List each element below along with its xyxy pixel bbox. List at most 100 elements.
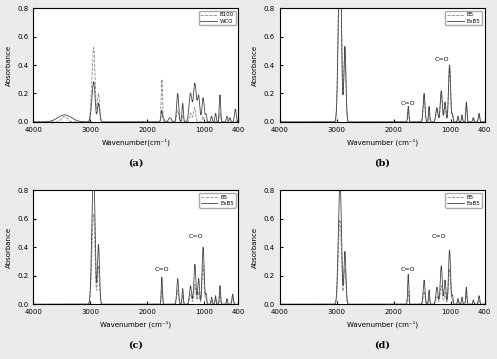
B5 — [43, 302, 49, 306]
WCO — [55, 116, 61, 120]
WCO — [189, 97, 195, 101]
B5 — [418, 302, 424, 306]
ExB5 — [340, 278, 346, 283]
B5 — [301, 120, 307, 124]
Y-axis label: Absorbance: Absorbance — [5, 227, 11, 268]
WCO — [55, 115, 61, 120]
X-axis label: Wavenumber (cm⁻¹): Wavenumber (cm⁻¹) — [346, 321, 418, 328]
Text: C=O: C=O — [401, 267, 415, 272]
Line: B5: B5 — [280, 0, 485, 122]
B5 — [277, 302, 283, 306]
ExB5 — [435, 293, 441, 298]
Text: (b): (b) — [374, 158, 390, 167]
B5 — [55, 302, 61, 306]
ExB5 — [340, 86, 346, 90]
B5 — [55, 302, 61, 306]
Y-axis label: Absorbance: Absorbance — [252, 45, 258, 85]
Text: C=O: C=O — [188, 234, 203, 239]
ExB5 — [301, 302, 307, 306]
WCO — [43, 120, 49, 124]
Y-axis label: Absorbance: Absorbance — [5, 45, 11, 85]
ExB5 — [94, 275, 100, 280]
B5 — [301, 302, 307, 306]
Legend: B5, ExB5: B5, ExB5 — [199, 193, 236, 208]
ExB5 — [435, 112, 441, 117]
B5 — [236, 302, 242, 306]
B5 — [435, 298, 441, 302]
Text: C=O: C=O — [155, 267, 169, 272]
WCO — [30, 120, 36, 124]
Text: C=O: C=O — [435, 57, 449, 62]
B5 — [340, 87, 346, 91]
ExB5 — [418, 302, 424, 306]
Legend: B5, ExB5: B5, ExB5 — [445, 11, 482, 25]
B5 — [337, 218, 343, 222]
ExB5 — [337, 179, 343, 183]
ExB5 — [290, 302, 296, 306]
B5 — [90, 212, 96, 216]
B5 — [290, 120, 296, 124]
ExB5 — [236, 302, 242, 306]
B100 — [94, 104, 100, 109]
X-axis label: Wavenumber(cm⁻¹): Wavenumber(cm⁻¹) — [101, 138, 170, 146]
B5 — [277, 120, 283, 124]
B5 — [482, 302, 488, 306]
Line: ExB5: ExB5 — [280, 181, 485, 304]
B100 — [55, 120, 61, 124]
Line: B5: B5 — [280, 220, 485, 304]
B5 — [290, 302, 296, 306]
ExB5 — [301, 120, 307, 124]
Text: (d): (d) — [374, 341, 390, 350]
B5 — [30, 302, 36, 306]
X-axis label: Wavenumber (cm⁻¹): Wavenumber (cm⁻¹) — [346, 138, 418, 146]
B100 — [172, 120, 178, 124]
ExB5 — [482, 302, 488, 306]
ExB5 — [277, 120, 283, 124]
B100 — [90, 45, 96, 50]
ExB5 — [172, 302, 178, 306]
WCO — [172, 119, 178, 123]
B5 — [435, 113, 441, 117]
ExB5 — [290, 120, 296, 124]
B5 — [172, 302, 178, 306]
ExB5 — [301, 302, 307, 306]
ExB5 — [189, 292, 195, 297]
ExB5 — [301, 120, 307, 124]
ExB5 — [277, 302, 283, 306]
B5 — [482, 120, 488, 124]
Line: ExB5: ExB5 — [33, 168, 239, 304]
ExB5 — [55, 302, 61, 306]
Line: B5: B5 — [33, 214, 239, 304]
B5 — [94, 285, 100, 289]
ExB5 — [43, 302, 49, 306]
WCO — [236, 120, 242, 124]
ExB5 — [55, 302, 61, 306]
Text: C=O: C=O — [401, 101, 415, 106]
Text: (c): (c) — [128, 341, 143, 350]
ExB5 — [30, 302, 36, 306]
ExB5 — [418, 120, 424, 124]
B5 — [189, 297, 195, 301]
B5 — [301, 302, 307, 306]
Legend: B5, ExB5: B5, ExB5 — [445, 193, 482, 208]
Line: ExB5: ExB5 — [280, 0, 485, 122]
B5 — [418, 120, 424, 124]
B100 — [189, 114, 195, 118]
Y-axis label: Absorbance: Absorbance — [252, 227, 258, 268]
B5 — [301, 120, 307, 124]
WCO — [149, 120, 155, 124]
Line: B100: B100 — [33, 47, 239, 122]
ExB5 — [90, 166, 96, 170]
B100 — [43, 120, 49, 124]
B5 — [340, 286, 346, 290]
Legend: B100, WCO: B100, WCO — [199, 11, 236, 25]
X-axis label: Wavenumber (cm⁻¹): Wavenumber (cm⁻¹) — [100, 321, 171, 328]
ExB5 — [482, 120, 488, 124]
Text: C=O: C=O — [432, 234, 446, 239]
B100 — [55, 120, 61, 124]
B100 — [140, 120, 146, 124]
B100 — [30, 120, 36, 124]
Text: (a): (a) — [128, 158, 144, 167]
WCO — [90, 80, 96, 84]
Line: WCO: WCO — [33, 82, 239, 122]
